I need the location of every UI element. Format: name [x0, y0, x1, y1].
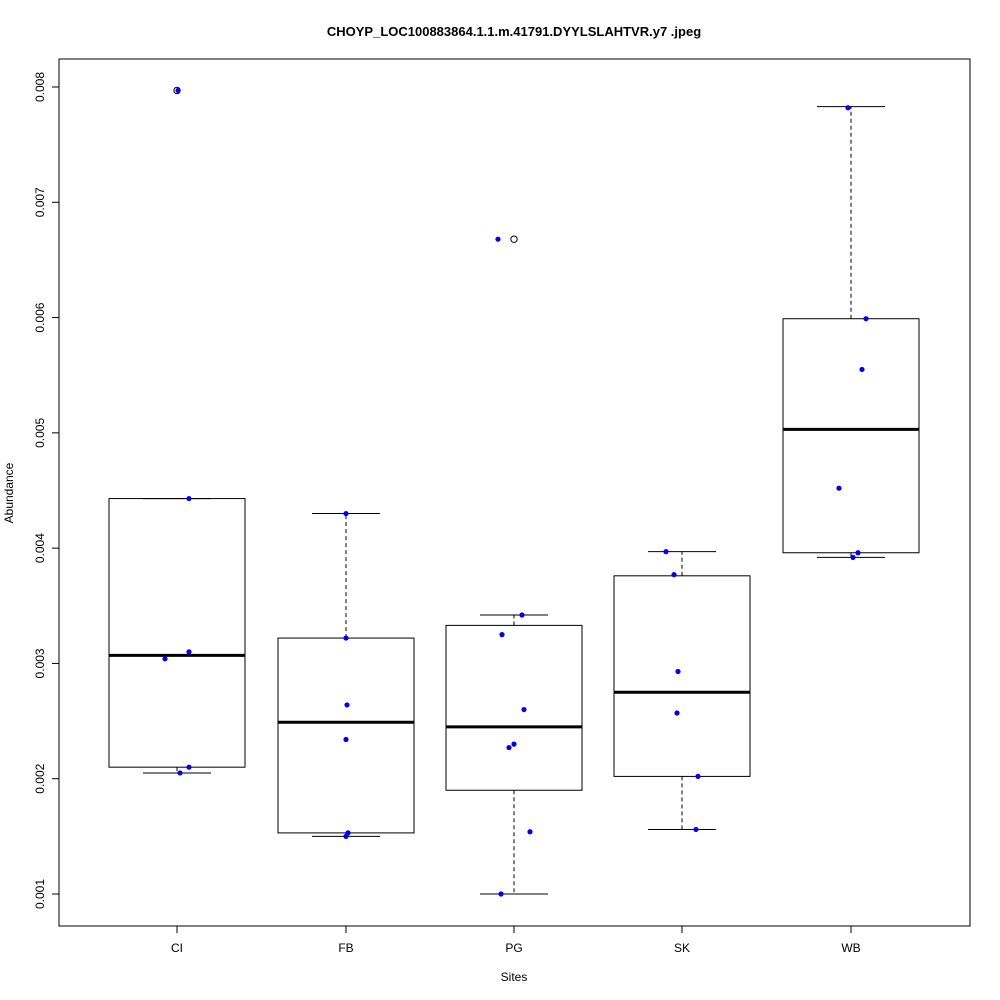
data-point — [675, 668, 681, 675]
data-point — [498, 891, 504, 897]
x-axis-label: Sites — [501, 970, 528, 984]
data-point — [674, 710, 680, 716]
data-point — [343, 736, 349, 743]
data-point — [693, 826, 699, 833]
outlier-point — [510, 235, 518, 243]
box-FB — [277, 637, 415, 834]
y-axis-label: Abundance — [2, 462, 16, 523]
data-point — [859, 366, 865, 373]
y-tick-label: 0.001 — [33, 879, 47, 909]
x-tick-label: PG — [505, 941, 522, 955]
y-tick-label: 0.007 — [33, 187, 47, 217]
data-point — [343, 510, 349, 517]
y-tick-label: 0.004 — [33, 533, 47, 563]
x-tick-label: FB — [338, 941, 353, 955]
data-point — [162, 656, 168, 662]
data-point — [186, 495, 192, 502]
data-point — [511, 741, 517, 747]
data-point — [344, 702, 350, 708]
y-tick-label: 0.008 — [33, 72, 47, 102]
data-point — [855, 550, 861, 556]
data-point — [343, 635, 349, 641]
data-point — [845, 105, 851, 111]
x-tick-label: SK — [674, 941, 690, 955]
chart-title: CHOYP_LOC100883864.1.1.m.41791.DYYLSLAHT… — [327, 24, 701, 39]
data-point — [863, 316, 869, 322]
data-point — [663, 549, 669, 555]
data-point — [836, 485, 842, 491]
data-point — [186, 649, 192, 655]
y-tick-label: 0.002 — [33, 763, 47, 793]
data-point — [527, 829, 533, 835]
y-tick-label: 0.003 — [33, 648, 47, 678]
box-WB — [782, 318, 920, 554]
box-CI — [108, 498, 246, 768]
data-point — [506, 744, 512, 751]
x-tick-label: WB — [841, 941, 860, 955]
data-point — [671, 572, 677, 578]
data-point — [343, 833, 349, 839]
y-tick-label: 0.005 — [33, 418, 47, 448]
data-point — [521, 706, 527, 713]
data-point — [175, 87, 181, 94]
data-point — [850, 554, 856, 560]
box-SK — [613, 575, 751, 777]
data-point — [695, 773, 701, 780]
data-point — [519, 612, 525, 618]
data-point — [186, 764, 192, 770]
box-PG — [445, 624, 583, 791]
y-tick-label: 0.006 — [33, 302, 47, 332]
data-point — [499, 632, 505, 638]
x-tick-label: CI — [171, 941, 183, 955]
data-point — [495, 236, 501, 242]
data-point — [177, 770, 183, 776]
plot-frame — [58, 58, 971, 927]
